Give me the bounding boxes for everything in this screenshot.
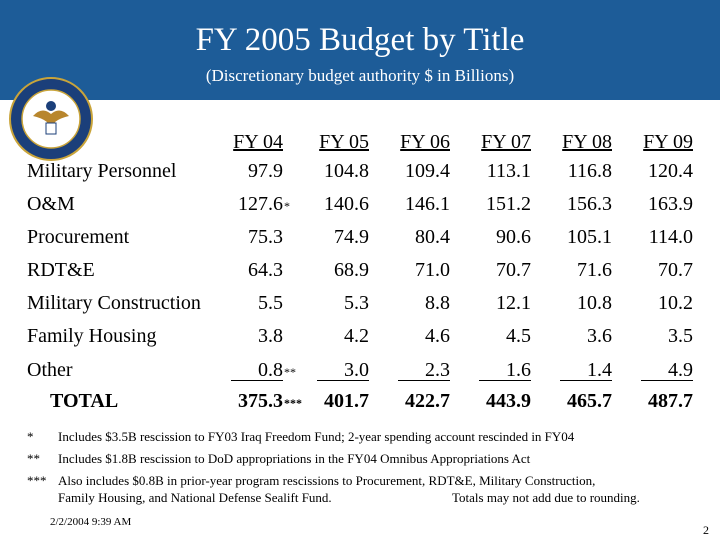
cell-value: 75.3 (248, 226, 283, 248)
row-label: TOTAL (50, 390, 119, 412)
header-band (0, 0, 720, 100)
cell-value: 3.8 (258, 325, 283, 347)
cell-value: 443.9 (486, 390, 531, 412)
title: FY 2005 Budget by Title (195, 22, 525, 58)
cell-value: 5.3 (344, 292, 369, 314)
cell-value: 71.0 (415, 259, 450, 281)
cell-value: 68.9 (334, 259, 369, 281)
cell-value: 4.9 (613, 358, 693, 382)
row-label: Procurement (27, 226, 130, 248)
cell-value: 163.9 (648, 193, 693, 215)
cell-value: 4.5 (506, 325, 531, 347)
cell-value: 2.3 (370, 358, 450, 382)
cell-value: 10.2 (658, 292, 693, 314)
footnote-marker: ** (27, 451, 40, 466)
cell-value: 1.6 (451, 358, 531, 382)
footer-date: 2/2/2004 9:39 AM (50, 516, 132, 528)
column-header: FY 08 (562, 131, 612, 153)
cell-value: 114.0 (648, 226, 693, 248)
footnote-text: Includes $3.5B rescission to FY03 Iraq F… (58, 429, 575, 444)
page-number: 2 (703, 523, 709, 537)
row-label: RDT&E (27, 259, 95, 281)
footnote-text: Family Housing, and National Defense Sea… (58, 490, 332, 505)
note-mark: * (284, 199, 290, 213)
cell-value: 151.2 (486, 193, 531, 215)
footnote-text: Includes $1.8B rescission to DoD appropr… (58, 451, 531, 466)
row-label: O&M (27, 193, 75, 215)
cell-value: 71.6 (577, 259, 612, 281)
cell-value: 465.7 (567, 390, 612, 412)
column-header: FY 09 (643, 131, 693, 153)
rounding-note: Totals may not add due to rounding. (452, 490, 640, 505)
column-header: FY 06 (400, 131, 450, 153)
row-label: Military Personnel (27, 160, 177, 182)
cell-value: 12.1 (496, 292, 531, 314)
cell-value: 120.4 (648, 160, 693, 182)
cell-value: 109.4 (405, 160, 450, 182)
cell-value: 74.9 (334, 226, 369, 248)
cell-value: 127.6 (238, 193, 283, 215)
cell-value: 105.1 (567, 226, 612, 248)
cell-value: 4.2 (344, 325, 369, 347)
cell-value: 422.7 (405, 390, 450, 412)
cell-value: 375.3 (238, 390, 283, 412)
cell-value: 1.4 (532, 358, 612, 382)
cell-value: 3.0 (289, 358, 369, 382)
cell-value: 64.3 (248, 259, 283, 281)
footnote-marker: * (27, 429, 34, 444)
row-label: Family Housing (27, 325, 157, 347)
column-header: FY 04 (233, 131, 283, 153)
cell-value: 156.3 (567, 193, 612, 215)
column-header: FY 07 (481, 131, 531, 153)
cell-value: 10.8 (577, 292, 612, 314)
cell-value: 90.6 (496, 226, 531, 248)
cell-value: 3.6 (587, 325, 612, 347)
cell-value: 3.5 (668, 325, 693, 347)
cell-value: 5.5 (258, 292, 283, 314)
cell-value: 8.8 (425, 292, 450, 314)
column-header: FY 05 (319, 131, 369, 153)
cell-value: 70.7 (658, 259, 693, 281)
note-mark: *** (284, 396, 302, 410)
cell-value: 80.4 (415, 226, 450, 248)
cell-value: 4.6 (425, 325, 450, 347)
cell-value: 487.7 (648, 390, 693, 412)
subtitle: (Discretionary budget authority $ in Bil… (205, 66, 515, 85)
seal (9, 77, 93, 161)
footnote-marker: *** (27, 473, 47, 488)
cell-value: 104.8 (324, 160, 369, 182)
cell-value: 0.8 (203, 358, 283, 382)
cell-value: 146.1 (405, 193, 450, 215)
cell-value: 116.8 (567, 160, 612, 182)
row-label: Military Construction (27, 292, 201, 314)
note-mark: ** (284, 365, 296, 379)
footnote-text: Also includes $0.8B in prior-year progra… (58, 473, 596, 488)
cell-value: 97.9 (248, 160, 283, 182)
cell-value: 140.6 (324, 193, 369, 215)
cell-value: 70.7 (496, 259, 531, 281)
row-label: Other (27, 359, 73, 381)
cell-value: 113.1 (486, 160, 531, 182)
cell-value: 401.7 (324, 390, 369, 412)
